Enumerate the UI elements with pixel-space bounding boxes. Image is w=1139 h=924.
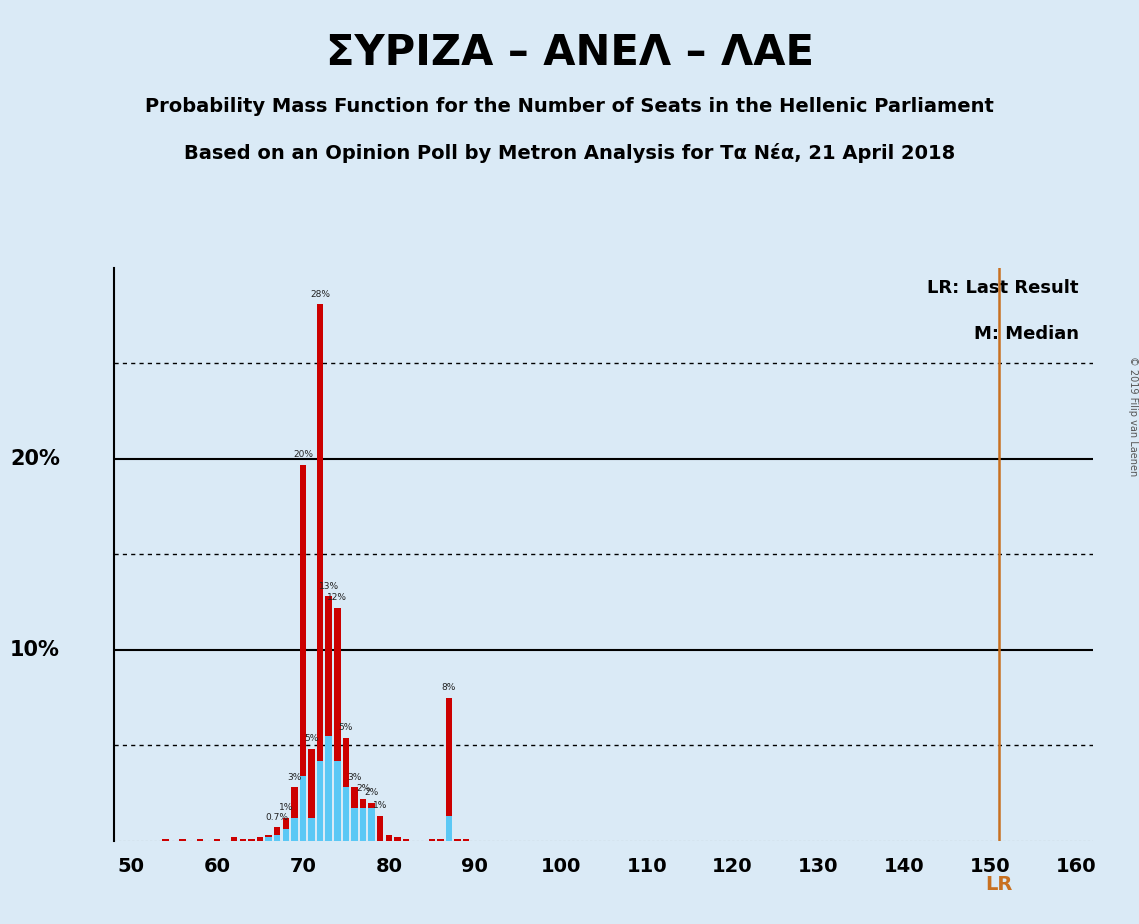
Bar [300,465,306,841]
Bar [317,760,323,841]
Bar [282,818,289,841]
Bar [326,736,331,841]
Bar [386,835,392,841]
Bar [428,839,435,841]
Bar [351,787,358,841]
Bar [274,835,280,841]
Bar [292,818,297,841]
Text: LR: LR [985,875,1013,894]
Bar [394,837,401,841]
Bar [282,830,289,841]
Bar [326,596,331,841]
Bar [334,608,341,841]
Text: 2%: 2% [357,784,370,793]
Text: 5%: 5% [338,723,353,732]
Bar [214,839,220,841]
Bar [368,803,375,841]
Text: 3%: 3% [287,772,302,782]
Bar [334,760,341,841]
Text: 28%: 28% [310,289,330,298]
Bar [162,839,169,841]
Text: Based on an Opinion Poll by Metron Analysis for Τα Νέα, 21 April 2018: Based on an Opinion Poll by Metron Analy… [183,143,956,164]
Text: 13%: 13% [319,582,338,590]
Bar [309,818,314,841]
Bar [403,839,409,841]
Bar [317,304,323,841]
Text: © 2019 Filip van Laenen: © 2019 Filip van Laenen [1129,356,1138,476]
Bar [265,835,272,841]
Bar [445,816,452,841]
Bar [231,837,237,841]
Bar [248,839,255,841]
Text: 2%: 2% [364,788,379,796]
Bar [292,787,297,841]
Text: 12%: 12% [327,593,347,602]
Bar [239,839,246,841]
Bar [343,737,350,841]
Bar [437,839,443,841]
Text: 8%: 8% [442,683,457,692]
Text: 5%: 5% [304,735,319,744]
Text: ΣΥΡΙΖΑ – ΑΝΕΛ – ΛΑΕ: ΣΥΡΙΖΑ – ΑΝΕΛ – ΛΑΕ [326,32,813,74]
Bar [445,698,452,841]
Text: 20%: 20% [10,449,60,468]
Bar [360,799,367,841]
Text: 3%: 3% [347,772,362,782]
Bar [256,837,263,841]
Text: 1%: 1% [279,803,293,812]
Text: 20%: 20% [293,450,313,459]
Text: 10%: 10% [10,640,60,660]
Bar [454,839,461,841]
Text: 1%: 1% [374,801,387,810]
Text: M: Median: M: Median [974,325,1079,343]
Text: LR: Last Result: LR: Last Result [927,279,1079,298]
Text: 0.7%: 0.7% [265,813,288,821]
Bar [360,808,367,841]
Bar [343,787,350,841]
Bar [462,839,469,841]
Bar [274,828,280,841]
Text: Probability Mass Function for the Number of Seats in the Hellenic Parliament: Probability Mass Function for the Number… [145,97,994,116]
Bar [377,816,384,841]
Bar [351,808,358,841]
Bar [197,839,203,841]
Bar [265,837,272,841]
Bar [300,776,306,841]
Bar [368,808,375,841]
Bar [180,839,186,841]
Bar [309,749,314,841]
